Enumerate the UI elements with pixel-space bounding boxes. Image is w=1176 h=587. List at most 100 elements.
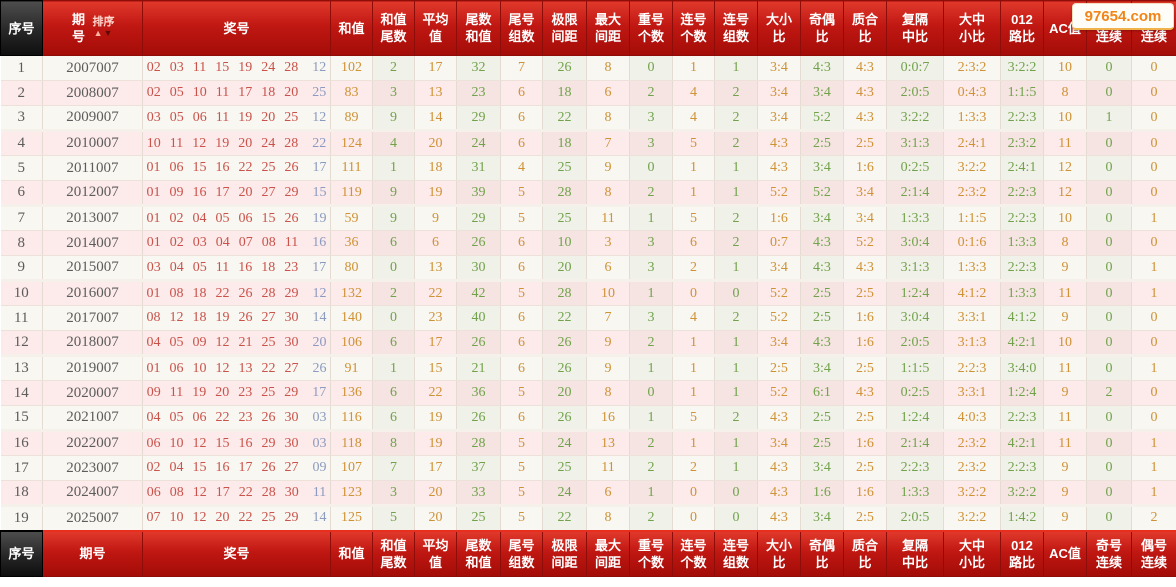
stat-cell: 2:5: [757, 355, 801, 381]
stat-cell: 4:3: [800, 255, 844, 282]
stat-cell: 0: [1086, 130, 1132, 156]
winning-numbers: 09 11 19 20 23 25 29 17: [143, 385, 330, 401]
stat-cell: 2:1:4: [886, 430, 944, 456]
header-stat-label: 比: [858, 29, 872, 44]
stat-cell: 5:2: [757, 180, 801, 207]
stat-cell: 1: [672, 330, 715, 357]
stat-cell: 0: [1086, 80, 1132, 106]
stat-cell: 2:5: [843, 455, 887, 481]
stat-cell: 4: [672, 305, 715, 331]
stat-cell: 17: [414, 330, 457, 357]
stat-cell: 1:6: [800, 480, 844, 507]
footer-stat-col: 尾号 组数: [500, 529, 543, 577]
stat-cell: 0: [629, 380, 673, 406]
red-ball-number: 19: [215, 135, 230, 151]
stat-cell: 24: [542, 430, 587, 456]
winning-numbers: 01 06 10 12 13 22 27 26: [143, 361, 330, 377]
red-ball-number: 30: [284, 484, 299, 500]
table-row: 3 2009007 03 05 06 11 19 20 25 12 89 9 14 29 6 22 8 3 4 2 3:…: [0, 105, 1176, 132]
stat-cell: 2: [629, 455, 673, 481]
footer-numbers: 奖号: [142, 529, 331, 577]
stat-cell: 0: [672, 280, 715, 306]
stat-cell: 4:1:2: [943, 280, 1001, 306]
period-sort-control[interactable]: 排序 ▲▼: [93, 17, 115, 39]
stat-cell: 1:3:3: [886, 480, 944, 507]
red-ball-number: 05: [169, 109, 184, 125]
table-row: 2 2008007 02 05 10 11 17 18 20 25 83 3 13 23 6 18 6 2 4 2 3:…: [0, 80, 1176, 106]
red-ball-number: 22: [215, 409, 230, 425]
footer-stat-label: AC值: [1049, 546, 1081, 562]
sort-desc-icon[interactable]: ▼: [103, 28, 114, 38]
header-stat-label: 连号: [722, 12, 749, 27]
stat-cell: 6: [372, 405, 415, 432]
numbers-cell: 01 08 18 22 26 28 29 12: [142, 280, 331, 306]
winning-numbers: 06 08 12 17 22 28 30 11: [143, 485, 330, 501]
footer-stat-col: 奇号 连续: [1086, 529, 1132, 577]
red-ball-number: 11: [169, 135, 184, 151]
red-ball-number: 06: [238, 210, 253, 226]
stat-cell: 3:4: [800, 155, 844, 181]
winning-numbers: 02 05 10 11 17 18 20 25: [143, 85, 330, 101]
winning-numbers: 01 02 04 05 06 15 26 19: [143, 211, 330, 227]
stat-cell: 0: [629, 155, 673, 181]
stat-cell: 1: [714, 155, 758, 181]
stat-cell: 0: [1086, 255, 1132, 282]
stat-cell: 1: [1131, 280, 1176, 306]
stat-cell: 2:5: [800, 305, 844, 331]
stat-cell: 0: [1086, 55, 1132, 81]
numbers-cell: 06 10 12 15 16 29 30 03: [142, 430, 331, 456]
red-ball-number: 28: [284, 135, 299, 151]
stat-cell: 1: [629, 355, 673, 381]
stat-cell: 26: [456, 230, 501, 256]
special-ball-number: 14: [312, 510, 327, 526]
footer-stat-label: 个数: [680, 554, 707, 570]
stat-cell: 2:5: [843, 355, 887, 381]
stat-cell: 36: [456, 380, 501, 406]
stat-cell: 0: [1086, 355, 1132, 381]
stat-cell: 0: [672, 505, 715, 531]
stat-cell: 1:6: [843, 480, 887, 507]
stat-cell: 1: [629, 280, 673, 306]
red-ball-number: 05: [169, 334, 184, 350]
winning-numbers: 01 09 16 17 20 27 29 15: [143, 185, 330, 201]
table-row: 5 2011007 01 06 15 16 22 25 26 17 111 1 18 31 4 25 9 0 1 1 4…: [0, 155, 1176, 181]
stat-cell: 1:3:3: [943, 105, 1001, 132]
header-period: 期号 排序 ▲▼: [42, 0, 143, 56]
red-ball-number: 16: [238, 435, 253, 451]
winning-numbers: 02 04 15 16 17 26 27 09: [143, 460, 330, 476]
sort-asc-icon[interactable]: ▲: [93, 28, 104, 38]
red-ball-number: 16: [215, 160, 230, 175]
sort-label[interactable]: 排序: [92, 16, 115, 28]
stat-cell: 3:3:1: [943, 380, 1001, 406]
header-stat-label: 尾数: [380, 29, 407, 44]
stat-cell: 3:3:1: [943, 305, 1001, 331]
stat-cell: 26: [456, 405, 501, 432]
red-ball-number: 01: [146, 184, 161, 200]
serial-cell: 10: [0, 280, 43, 306]
serial-cell: 5: [0, 155, 43, 181]
stat-cell: 4:3: [757, 405, 801, 432]
stat-cell: 2:3:2: [943, 55, 1001, 81]
stat-cell: 4:3: [843, 105, 887, 132]
stat-cell: 0: [1086, 480, 1132, 507]
red-ball-number: 24: [261, 135, 276, 151]
stat-cell: 5: [500, 505, 543, 531]
stat-cell: 4:3: [843, 55, 887, 81]
red-ball-number: 11: [215, 109, 230, 125]
stat-cell: 31: [456, 155, 501, 181]
stat-cell: 1:6: [757, 205, 801, 231]
stat-cell: 5: [500, 205, 543, 231]
stat-cell: 1: [372, 355, 415, 381]
stat-cell: 3:4: [757, 430, 801, 456]
red-ball-number: 25: [261, 160, 276, 175]
stat-cell: 9: [1043, 505, 1087, 531]
stat-cell: 1:1:5: [1000, 80, 1044, 106]
stat-cell: 6: [586, 80, 630, 106]
stat-cell: 1:2:4: [886, 405, 944, 432]
serial-cell: 14: [0, 380, 43, 406]
stat-cell: 116: [330, 405, 373, 432]
stat-cell: 3: [629, 305, 673, 331]
footer-stat-label: 组数: [722, 554, 749, 570]
winning-numbers: 10 11 12 19 20 24 28 22: [143, 136, 330, 152]
